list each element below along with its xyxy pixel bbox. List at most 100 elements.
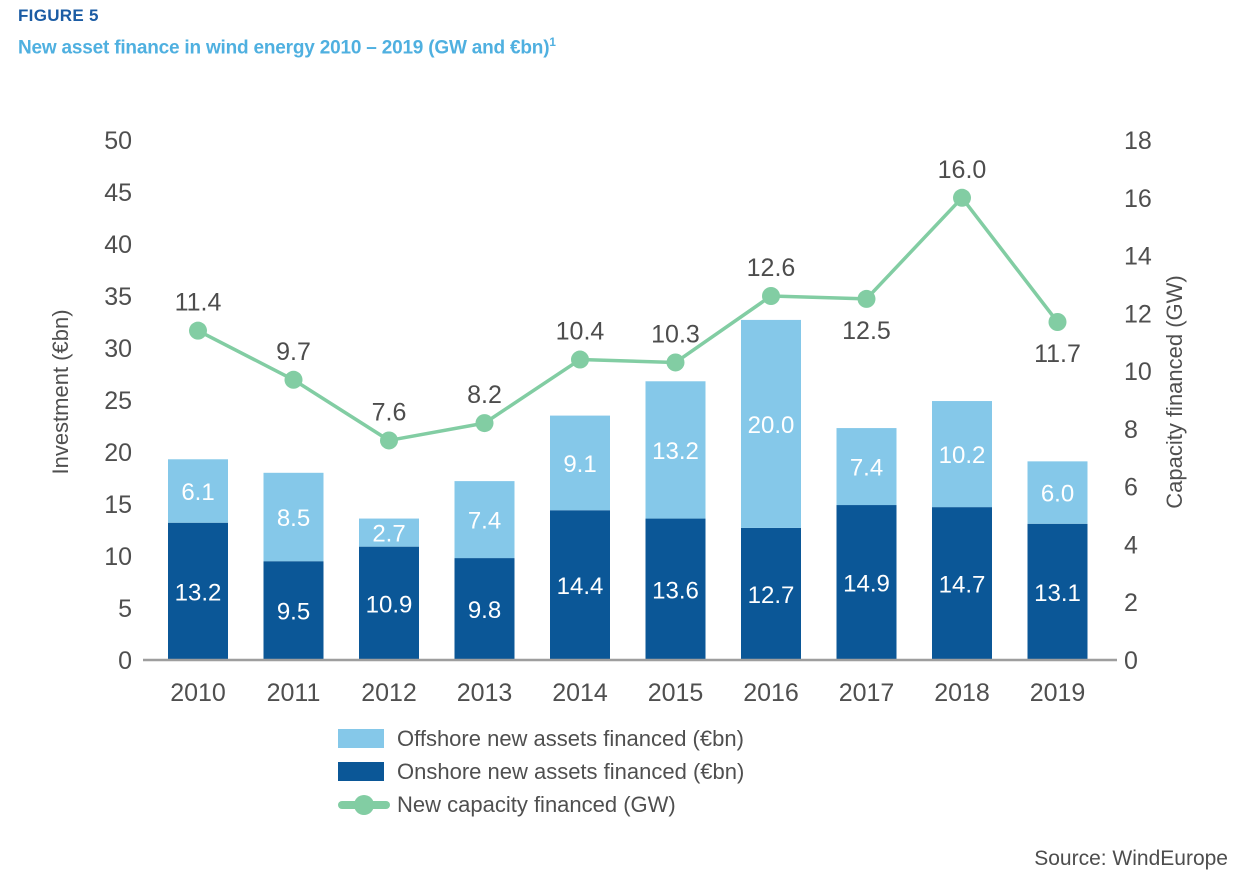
bar-segment-offshore-2011: [263, 472, 324, 562]
y-axis-left-tick: 35: [104, 283, 132, 311]
figure-label: FIGURE 5: [18, 6, 99, 25]
y-axis-right-tick: 16: [1124, 185, 1152, 213]
x-axis-tick-2015: 2015: [648, 679, 704, 707]
bar-value-onshore-2016: 12.7: [748, 582, 795, 609]
bar-value-offshore-2013: 7.4: [468, 508, 501, 535]
bar-value-onshore-2017: 14.9: [843, 571, 890, 598]
bar-value-onshore-2010: 13.2: [175, 579, 222, 606]
bar-segment-onshore-2017: [836, 505, 897, 660]
source-credit: Source: WindEurope: [1034, 847, 1228, 870]
y-axis-left-tick: 50: [104, 127, 132, 155]
bar-value-offshore-2016: 20.0: [748, 412, 795, 439]
bar-segment-onshore-2011: [263, 561, 324, 660]
bar-segment-onshore-2015: [645, 518, 706, 660]
legend-item-offshore: Offshore new assets financed (€bn): [338, 722, 744, 755]
figure-title: New asset finance in wind energy 2010 – …: [18, 36, 556, 59]
bar-value-offshore-2012: 2.7: [372, 521, 405, 548]
bar-value-offshore-2011: 8.5: [277, 505, 310, 532]
capacity-value-2010: 11.4: [175, 289, 222, 317]
bar-segment-offshore-2013: [454, 481, 515, 559]
bar-value-onshore-2012: 10.9: [366, 591, 413, 618]
bar-value-offshore-2019: 6.0: [1041, 481, 1074, 508]
x-axis-tick-2018: 2018: [934, 679, 990, 707]
capacity-value-2015: 10.3: [651, 320, 700, 348]
bar-value-offshore-2018: 10.2: [939, 442, 986, 469]
y-axis-right-tick: 4: [1124, 531, 1138, 559]
capacity-point-2015: [666, 353, 685, 372]
capacity-point-2012: [380, 431, 398, 450]
x-axis-tick-2010: 2010: [170, 679, 226, 707]
y-axis-right-tick: 6: [1124, 474, 1138, 502]
bar-segment-offshore-2017: [836, 428, 897, 506]
onshore-swatch-icon: [338, 762, 384, 781]
capacity-line: [196, 196, 1060, 443]
capacity-point-2016: [762, 287, 780, 305]
y-axis-left-tick: 30: [104, 335, 132, 363]
capacity-point-2014: [571, 350, 589, 369]
legend-label-onshore: Onshore new assets financed (€bn): [397, 758, 745, 784]
y-axis-right-tick: 10: [1124, 358, 1152, 386]
y-axis-left-tick: 20: [104, 439, 132, 467]
y-axis-left-tick: 40: [104, 231, 132, 259]
capacity-value-2019: 11.7: [1034, 340, 1081, 368]
y-axis-left-tick: 45: [104, 179, 132, 207]
capacity-point-2017: [857, 289, 876, 308]
bar-value-onshore-2015: 13.6: [652, 577, 699, 604]
bar-value-offshore-2014: 9.1: [563, 451, 596, 478]
bar-value-onshore-2019: 13.1: [1034, 580, 1081, 607]
y-axis-right-tick: 14: [1124, 243, 1152, 271]
capacity-point-2013: [475, 414, 494, 433]
capacity-value-2018: 16.0: [938, 156, 987, 184]
y-axis-left-tick: 10: [104, 543, 132, 571]
bar-segment-onshore-2018: [932, 507, 992, 660]
bar-segment-onshore-2019: [1027, 523, 1088, 660]
capacity-value-2011: 9.7: [276, 338, 311, 366]
capacity-value-2016: 12.6: [747, 254, 796, 282]
y-axis-right-tick: 2: [1124, 589, 1138, 617]
y-axis-left-tick: 25: [104, 387, 132, 415]
bar-value-offshore-2010: 6.1: [181, 479, 214, 506]
capacity-point-2011: [284, 370, 303, 389]
y-axis-left-tick: 0: [118, 647, 132, 675]
x-axis-tick-2017: 2017: [839, 679, 895, 707]
capacity-value-2013: 8.2: [467, 381, 502, 409]
y-axis-right-title: Capacity financed (GW): [1162, 275, 1187, 509]
bar-segment-onshore-2014: [550, 510, 610, 660]
x-axis-tick-2016: 2016: [743, 679, 799, 707]
bar-segment-offshore-2012: [359, 518, 419, 547]
x-axis-tick-2014: 2014: [552, 679, 608, 707]
bar-value-offshore-2017: 7.4: [850, 455, 883, 482]
capacity-value-2017: 12.5: [842, 317, 891, 345]
bar-segment-onshore-2012: [359, 546, 419, 660]
y-axis-left-title: Investment (€bn): [48, 309, 73, 474]
capacity-value-2014: 10.4: [556, 318, 605, 346]
footnote-marker: 1: [549, 36, 556, 49]
bar-segment-offshore-2014: [550, 415, 610, 511]
bar-value-onshore-2011: 9.5: [277, 599, 310, 626]
bar-segment-offshore-2018: [932, 401, 992, 508]
line-marker-icon: [338, 794, 390, 816]
bar-value-offshore-2015: 13.2: [652, 438, 699, 465]
capacity-point-2010: [189, 321, 207, 340]
bar-segment-onshore-2016: [741, 527, 801, 660]
legend-label-capacity: New capacity financed (GW): [397, 791, 676, 817]
capacity-point-2018: [953, 188, 971, 207]
x-axis-tick-2012: 2012: [361, 679, 417, 707]
x-axis-tick-2013: 2013: [457, 679, 513, 707]
bar-segment-onshore-2010: [168, 522, 228, 660]
bar-value-onshore-2013: 9.8: [468, 597, 501, 624]
bar-segment-offshore-2019: [1027, 461, 1088, 524]
capacity-point-2019: [1048, 313, 1067, 331]
bar-segment-offshore-2016: [741, 319, 801, 528]
bar-segment-offshore-2010: [168, 459, 228, 523]
legend-item-onshore: Onshore new assets financed (€bn): [338, 755, 744, 788]
x-axis-tick-2019: 2019: [1030, 679, 1086, 707]
y-axis-right-tick: 18: [1124, 127, 1152, 155]
chart-legend: Offshore new assets financed (€bn) Onsho…: [338, 722, 744, 821]
y-axis-right-tick: 0: [1124, 647, 1138, 675]
legend-label-offshore: Offshore new assets financed (€bn): [397, 725, 744, 751]
y-axis-right-tick: 8: [1124, 416, 1138, 444]
y-axis-left-tick: 5: [118, 595, 132, 623]
y-axis-right-tick: 12: [1124, 300, 1152, 328]
